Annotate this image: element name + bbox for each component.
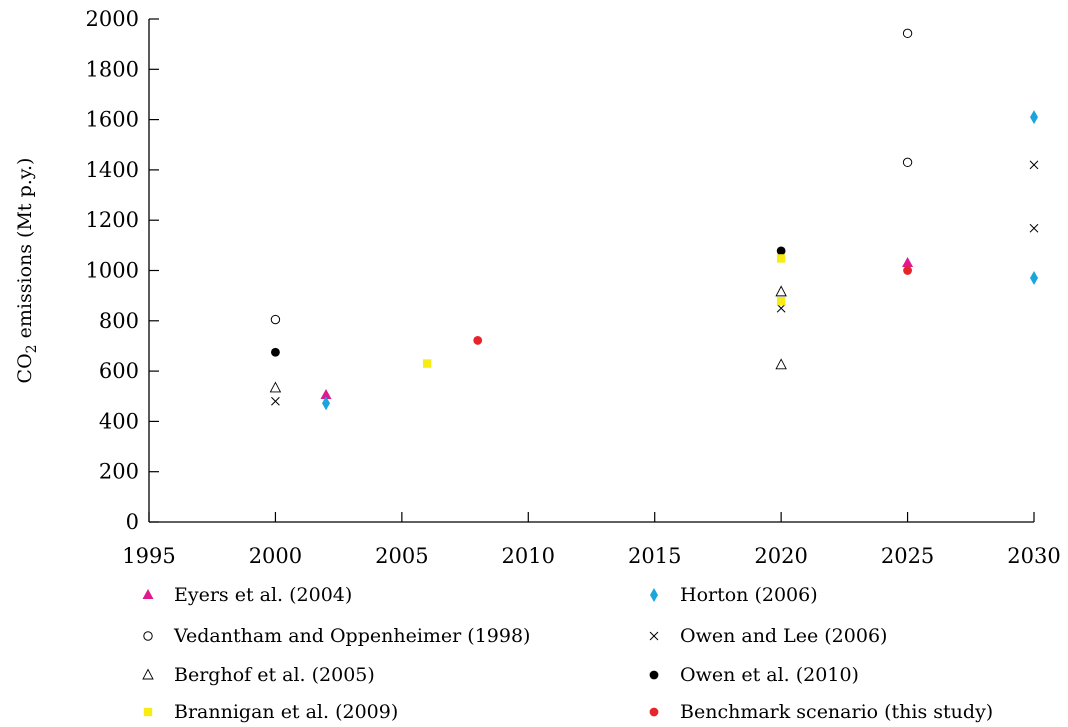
- marker-open-circle: [902, 157, 913, 168]
- y-tick-label: 600: [99, 359, 139, 383]
- marker-cross: [649, 631, 659, 641]
- marker-square: [776, 254, 786, 263]
- legend-item: Brannigan et al. (2009): [143, 701, 398, 723]
- marker-circle: [473, 336, 483, 345]
- y-tick-label: 1200: [86, 208, 139, 232]
- x-tick-label: 2000: [249, 544, 302, 568]
- x-tick-label: 2030: [1007, 544, 1060, 568]
- y-axis-label: CO2 emissions (Mt p.y.): [14, 158, 40, 384]
- legend-label: Vedantham and Oppenheimer (1998): [173, 625, 530, 647]
- x-tick-label: 2025: [881, 544, 934, 568]
- marker-open-circle: [143, 631, 153, 641]
- marker-diamond: [322, 396, 330, 411]
- legend-label: Owen and Lee (2006): [680, 625, 887, 647]
- y-tick-label: 1600: [86, 108, 139, 132]
- marker-square: [776, 296, 786, 306]
- marker-triangle: [320, 388, 332, 399]
- legend-label: Owen et al. (2010): [680, 664, 859, 686]
- marker-triangle: [142, 589, 154, 599]
- legend-item: Owen et al. (2010): [649, 664, 859, 686]
- marker-diamond: [1030, 110, 1038, 125]
- y-tick-label: 400: [99, 409, 139, 433]
- y-tick-label: 200: [99, 460, 139, 484]
- marker-cross: [1029, 223, 1039, 233]
- marker-triangle: [902, 256, 914, 267]
- x-tick-label: 2010: [502, 544, 555, 568]
- marker-cross: [271, 396, 280, 406]
- y-tick-label: 2000: [86, 7, 139, 31]
- marker-open-triangle: [775, 358, 787, 370]
- legend-item: Eyers et al. (2004): [142, 584, 352, 606]
- x-tick-label: 2005: [375, 544, 428, 568]
- x-tick-label: 2015: [628, 544, 681, 568]
- marker-cross: [776, 303, 786, 313]
- y-tick-label: 800: [99, 309, 139, 333]
- marker-circle: [776, 246, 786, 256]
- marker-square: [422, 359, 432, 368]
- x-tick-label: 2020: [754, 544, 807, 568]
- marker-square: [143, 707, 153, 717]
- y-tick-label: 1400: [86, 158, 139, 182]
- legend-item: Owen and Lee (2006): [649, 625, 887, 647]
- marker-cross: [1029, 160, 1039, 170]
- legend: Eyers et al. (2004) Horton (2006) Vedantha…: [142, 584, 993, 723]
- marker-open-triangle: [142, 668, 154, 680]
- marker-open-triangle: [775, 285, 787, 297]
- marker-circle: [649, 670, 659, 680]
- legend-item: Benchmark scenario (this study): [649, 701, 993, 723]
- legend-label: Berghof et al. (2005): [174, 664, 375, 686]
- y-tick-label: 1000: [86, 259, 139, 283]
- legend-label: Benchmark scenario (this study): [680, 701, 993, 723]
- legend-item: Vedantham and Oppenheimer (1998): [143, 625, 530, 647]
- marker-diamond: [650, 588, 658, 602]
- marker-open-triangle: [269, 381, 282, 393]
- marker-open-circle: [902, 28, 913, 39]
- marker-circle: [649, 707, 659, 717]
- y-tick-label: 1800: [86, 57, 139, 81]
- marker-circle: [271, 347, 280, 357]
- marker-open-circle: [270, 314, 281, 325]
- legend-item: Horton (2006): [650, 584, 818, 606]
- legend-item: Berghof et al. (2005): [142, 664, 375, 686]
- x-tick-label: 1995: [122, 544, 175, 568]
- axes: 0 200 400 600 800 1000 1200 1400 1600 1800 2000 199…: [14, 7, 1061, 568]
- legend-label: Brannigan et al. (2009): [174, 701, 398, 723]
- y-tick-label: 0: [126, 510, 139, 534]
- legend-label: Horton (2006): [680, 584, 818, 606]
- marker-diamond: [1030, 271, 1038, 286]
- marker-circle: [903, 266, 912, 275]
- data-points: [269, 28, 1039, 411]
- legend-label: Eyers et al. (2004): [174, 584, 352, 606]
